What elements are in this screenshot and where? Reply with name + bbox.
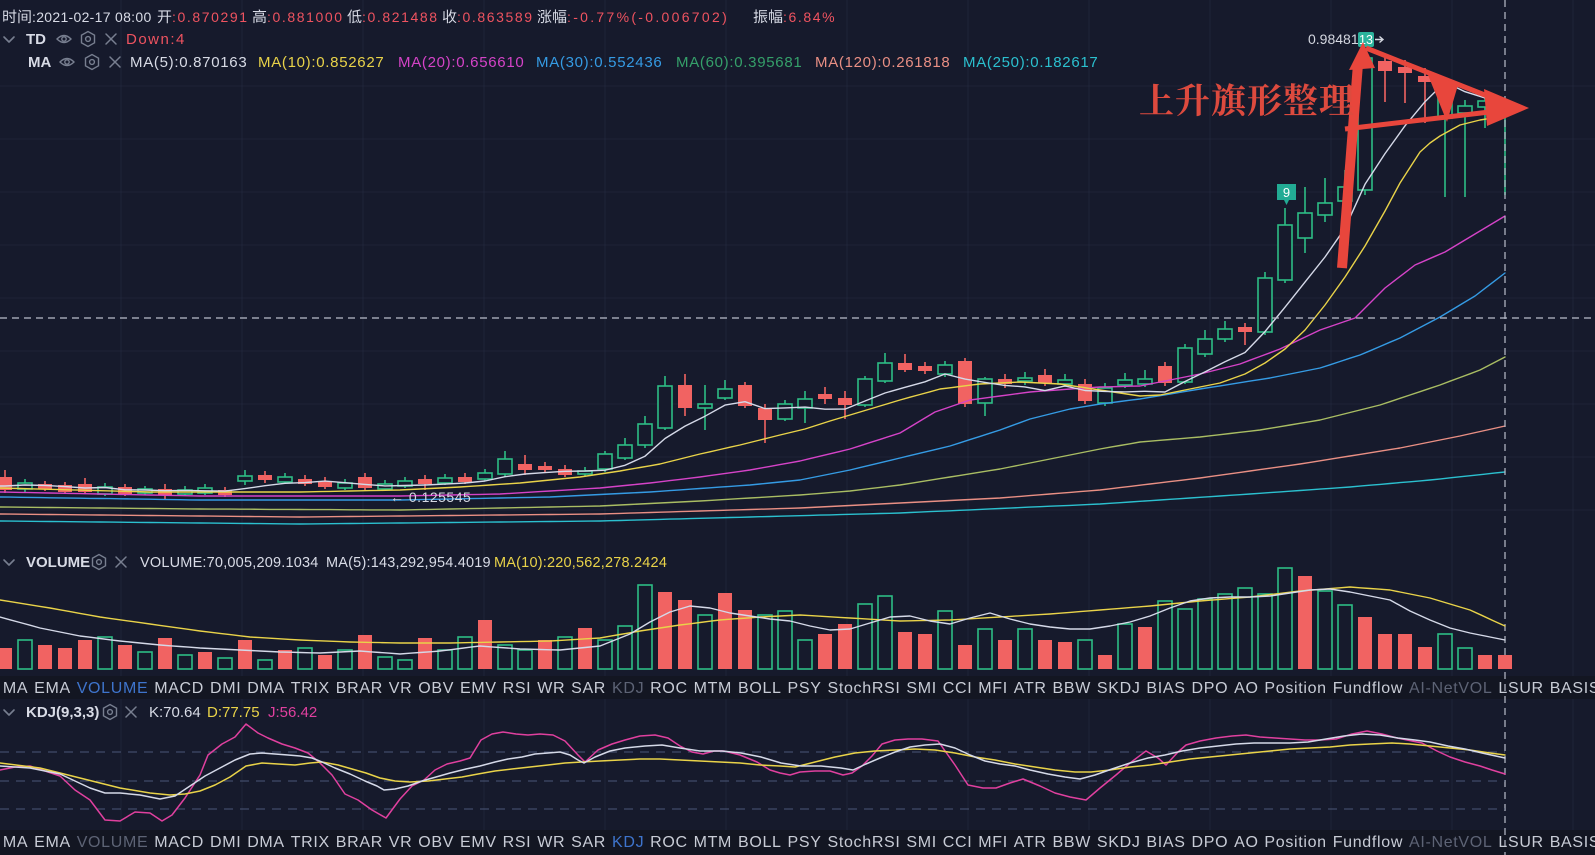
svg-text:BBW: BBW [1053,680,1092,697]
svg-text:J:56.42: J:56.42 [268,704,317,721]
svg-text:MTM: MTM [694,834,732,851]
svg-text:SAR: SAR [571,834,606,851]
svg-text:BRAR: BRAR [336,834,383,851]
svg-text:BASIS: BASIS [1550,680,1595,697]
svg-text:MTM: MTM [694,680,732,697]
svg-text::0.881000: :0.881000 [267,9,344,25]
svg-text:KDJ: KDJ [612,680,644,697]
svg-text:Fundflow: Fundflow [1333,834,1403,851]
svg-text:MA(20):0.656610: MA(20):0.656610 [398,54,524,71]
svg-text:9: 9 [1283,185,1290,200]
svg-text:13: 13 [1359,33,1373,47]
svg-text:DMI: DMI [210,680,241,697]
svg-text:ROC: ROC [650,680,688,697]
svg-text:VOLUME:70,005,209.1034: VOLUME:70,005,209.1034 [140,555,319,571]
svg-text:MFI: MFI [978,680,1008,697]
svg-text:KDJ: KDJ [612,834,644,851]
svg-text:VR: VR [389,834,413,851]
svg-text:ATR: ATR [1014,680,1047,697]
svg-text:EMA: EMA [34,680,71,697]
svg-text:0.98481: 0.98481 [1308,31,1359,47]
svg-text:BIAS: BIAS [1146,834,1185,851]
svg-text:ROC: ROC [650,834,688,851]
svg-text:RSI: RSI [503,834,532,851]
svg-text:DPO: DPO [1192,834,1229,851]
svg-text::-0.77%(-0.006702): :-0.77%(-0.006702) [567,9,729,25]
svg-text:StochRSI: StochRSI [828,834,901,851]
svg-text:AI-NetVOL: AI-NetVOL [1409,680,1492,697]
svg-text:WR: WR [537,834,565,851]
svg-text:SKDJ: SKDJ [1097,834,1141,851]
svg-text:DMA: DMA [247,680,285,697]
svg-text:VOLUME: VOLUME [26,554,90,571]
svg-text:SMI: SMI [906,834,937,851]
svg-text:K:70.64: K:70.64 [149,704,201,721]
svg-text:MFI: MFI [978,834,1008,851]
svg-text:OBV: OBV [418,680,454,697]
svg-text:D:77.75: D:77.75 [207,704,260,721]
svg-text:ATR: ATR [1014,834,1047,851]
svg-text:PSY: PSY [788,834,822,851]
svg-text::0.821488: :0.821488 [362,9,439,25]
svg-text:TRIX: TRIX [291,680,330,697]
svg-text:MA(120):0.261818: MA(120):0.261818 [815,54,950,71]
svg-text:BOLL: BOLL [738,680,782,697]
svg-text:MA(30):0.552436: MA(30):0.552436 [536,54,662,71]
svg-text:SKDJ: SKDJ [1097,680,1141,697]
svg-text:MACD: MACD [154,834,204,851]
svg-text:BBW: BBW [1053,834,1092,851]
svg-text:BIAS: BIAS [1146,680,1185,697]
svg-text:← 0.125545: ← 0.125545 [390,489,471,505]
svg-text:MA: MA [3,680,28,697]
svg-text::6.84%: :6.84% [783,9,836,25]
svg-text:MACD: MACD [154,680,204,697]
svg-text:MA(250):0.182617: MA(250):0.182617 [963,54,1098,71]
svg-text:RSI: RSI [503,680,532,697]
svg-text:VOLUME: VOLUME [77,834,149,851]
svg-text:BRAR: BRAR [336,680,383,697]
svg-text:VR: VR [389,680,413,697]
svg-text:MA: MA [28,54,51,71]
svg-text:WR: WR [537,680,565,697]
svg-text:EMV: EMV [460,680,497,697]
svg-text:TRIX: TRIX [291,834,330,851]
svg-text:CCI: CCI [943,680,973,697]
svg-text:VOLUME: VOLUME [77,680,149,697]
svg-text:MA(5):0.870163: MA(5):0.870163 [130,54,247,71]
svg-text:PSY: PSY [788,680,822,697]
svg-text:TD: TD [26,31,46,48]
svg-text:Down:4: Down:4 [126,31,186,48]
svg-text:Fundflow: Fundflow [1333,680,1403,697]
svg-text::2021-02-17 08:00: :2021-02-17 08:00 [32,9,152,25]
svg-text:AO: AO [1234,680,1258,697]
svg-text:StochRSI: StochRSI [828,680,901,697]
svg-text:BOLL: BOLL [738,834,782,851]
svg-text:MA(5):143,292,954.4019: MA(5):143,292,954.4019 [326,555,491,571]
svg-text:OBV: OBV [418,834,454,851]
svg-text:MA(10):220,562,278.2424: MA(10):220,562,278.2424 [494,555,667,571]
svg-text::0.870291: :0.870291 [172,9,249,25]
svg-text:MA(10):0.852627: MA(10):0.852627 [258,54,384,71]
svg-text:Position: Position [1264,680,1326,697]
svg-text:EMA: EMA [34,834,71,851]
svg-text:DMI: DMI [210,834,241,851]
svg-text:BASIS: BASIS [1550,834,1595,851]
svg-text:CCI: CCI [943,834,973,851]
svg-text:AI-NetVOL: AI-NetVOL [1409,834,1492,851]
svg-text:EMV: EMV [460,834,497,851]
svg-text:DPO: DPO [1192,680,1229,697]
svg-text:DMA: DMA [247,834,285,851]
svg-text:KDJ(9,3,3): KDJ(9,3,3) [26,704,99,721]
svg-text:AO: AO [1234,834,1258,851]
svg-text:LSUR: LSUR [1498,834,1543,851]
svg-text:Position: Position [1264,834,1326,851]
svg-text:LSUR: LSUR [1498,680,1543,697]
svg-text:MA(60):0.395681: MA(60):0.395681 [676,54,802,71]
svg-text::0.863589: :0.863589 [457,9,534,25]
svg-text:MA: MA [3,834,28,851]
svg-text:SMI: SMI [906,680,937,697]
svg-text:SAR: SAR [571,680,606,697]
